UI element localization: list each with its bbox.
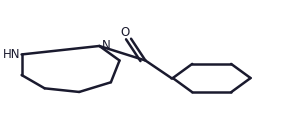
Text: HN: HN xyxy=(3,48,20,61)
Text: O: O xyxy=(121,26,130,39)
Text: N: N xyxy=(102,39,111,53)
